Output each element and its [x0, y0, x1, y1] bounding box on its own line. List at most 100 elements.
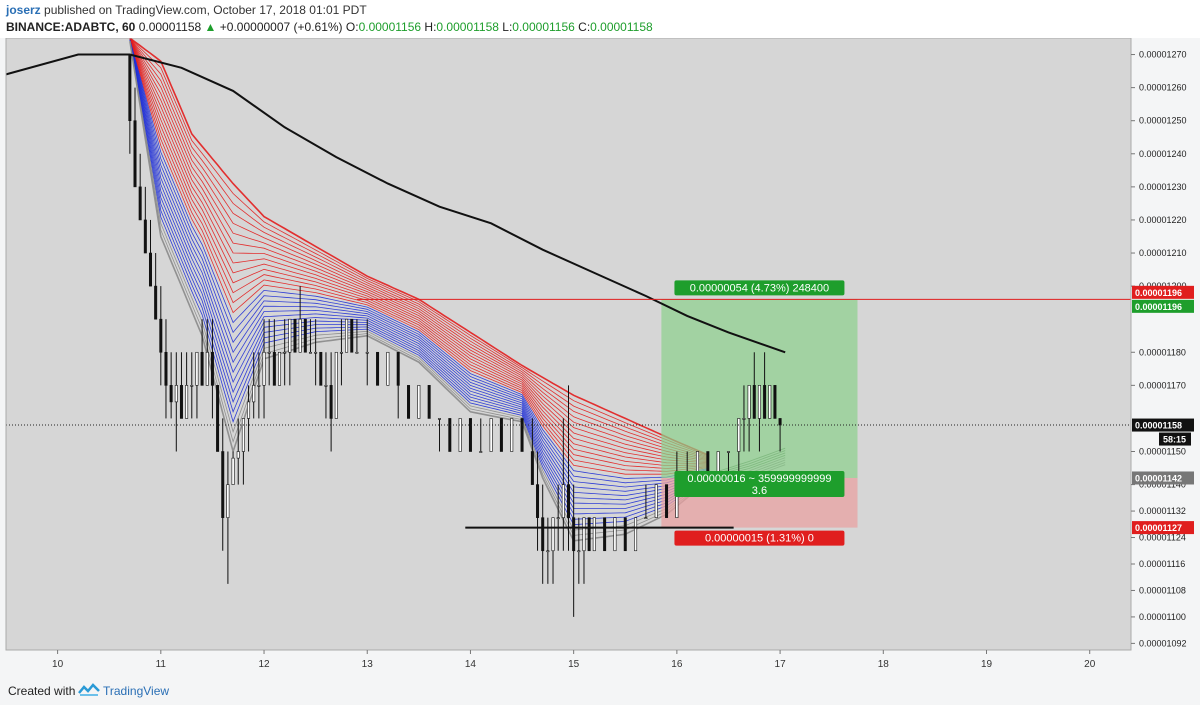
candle [665, 484, 669, 518]
x-tick-label: 14 [465, 659, 477, 670]
y-tick-label: 0.00001108 [1139, 585, 1186, 595]
entry-label-box [674, 470, 845, 497]
ribbon-line [129, 38, 708, 460]
candle [520, 418, 524, 452]
candle [566, 484, 570, 518]
target-label-box [674, 280, 845, 296]
candle [458, 418, 462, 452]
candle [623, 517, 627, 552]
candle [752, 385, 756, 419]
candle [257, 385, 261, 387]
candle [572, 517, 576, 552]
candle [298, 318, 302, 353]
candle [159, 318, 163, 353]
candle [541, 517, 545, 552]
y-tick-label: 0.00001116 [1139, 559, 1185, 569]
ribbon-line [129, 38, 708, 464]
stop-label-box [674, 530, 845, 546]
candle [329, 385, 333, 419]
entry-label-text: 0.00000016 ~ 359999999999 [687, 473, 831, 485]
y-tick-label: 0.00001240 [1139, 149, 1187, 159]
candle [726, 451, 730, 453]
candle [536, 484, 540, 518]
candle [763, 385, 767, 419]
price-tag-label: 0.00001196 [1135, 288, 1182, 298]
y-tick-label: 0.00001260 [1139, 83, 1187, 93]
price-tag-label: 0.00001142 [1135, 473, 1182, 483]
candle [283, 351, 287, 354]
price-tag [1132, 285, 1194, 299]
candle [747, 385, 751, 419]
candle [210, 351, 214, 386]
candle [407, 385, 411, 419]
x-tick-label: 11 [156, 659, 167, 670]
y-tick-label: 0.00001100 [1139, 612, 1186, 622]
tradingview-brand[interactable]: TradingView [103, 684, 170, 698]
y-tick-label: 0.00001220 [1139, 215, 1187, 225]
ribbon-layer [129, 38, 786, 542]
candle [546, 550, 550, 553]
candle [530, 451, 534, 485]
candle [778, 418, 782, 426]
price-change: +0.00000007 (+0.61%) [219, 20, 343, 34]
y-tick-label: 0.00001140 [1139, 480, 1186, 490]
candle [479, 451, 483, 453]
ribbon-line [129, 40, 708, 509]
tradingview-logo-icon [78, 683, 100, 696]
ribbon-line [129, 39, 708, 484]
candle [236, 451, 240, 459]
x-tick-label: 17 [775, 659, 787, 670]
candle [221, 451, 225, 518]
ribbon-line [129, 38, 708, 464]
candle [143, 219, 147, 254]
close-label: C: [578, 20, 591, 34]
open-label: O: [345, 20, 359, 34]
ribbon-line [129, 40, 708, 505]
price-tag [1132, 521, 1194, 535]
candle [499, 418, 503, 452]
author-link[interactable]: joserz [6, 3, 41, 17]
candle [138, 186, 142, 221]
candle [247, 401, 251, 419]
y-tick-label: 0.00001210 [1139, 248, 1187, 258]
candle [489, 418, 493, 452]
labels-layer: 0.00001196 0.00001196 0.00001158 0.00001142… [674, 280, 1194, 546]
axes-layer: 0.00001270 0.00001260 0.00001250 0.00001240… [5, 38, 1187, 670]
ribbon-line [129, 39, 708, 469]
candle [174, 385, 178, 403]
candle [592, 517, 596, 552]
ribbon-line [129, 40, 708, 501]
candle [654, 484, 658, 518]
ribbon-line [129, 39, 708, 475]
lines-layer [5, 53, 1131, 529]
price-tag [1132, 471, 1194, 485]
high-value: 0.00001158 [436, 20, 499, 34]
candle [468, 418, 472, 452]
x-tick-label: 20 [1084, 659, 1096, 670]
candle [324, 385, 328, 387]
y-tick-label: 0.00001132 [1139, 506, 1186, 516]
candle [231, 457, 235, 485]
y-tick-label: 0.00001150 [1139, 447, 1186, 457]
x-tick-label: 12 [258, 659, 270, 670]
target-label-text: 0.00000054 (4.73%) 248400 [690, 282, 829, 294]
price-chart[interactable]: 0.00001270 0.00001260 0.00001250 0.00001240… [0, 38, 1200, 676]
candle [308, 351, 312, 354]
candle [185, 385, 189, 419]
candle [314, 351, 318, 354]
x-tick-label: 18 [878, 659, 890, 670]
candle [190, 385, 194, 387]
candle [169, 385, 173, 403]
symbol-line: BINANCE:ADABTC, 60 0.00001158 ▲ +0.00000… [6, 20, 653, 34]
price-tag-label: 0.00001127 [1135, 523, 1182, 533]
candle [634, 517, 638, 552]
created-with-text: Created with [8, 684, 76, 698]
candle [355, 351, 359, 354]
candle [303, 318, 307, 353]
candle [128, 54, 132, 122]
y-tick-label: 0.00001170 [1139, 380, 1186, 390]
ribbon-line [129, 40, 709, 520]
candle [417, 385, 421, 419]
candle [551, 517, 555, 552]
candle [200, 351, 204, 386]
